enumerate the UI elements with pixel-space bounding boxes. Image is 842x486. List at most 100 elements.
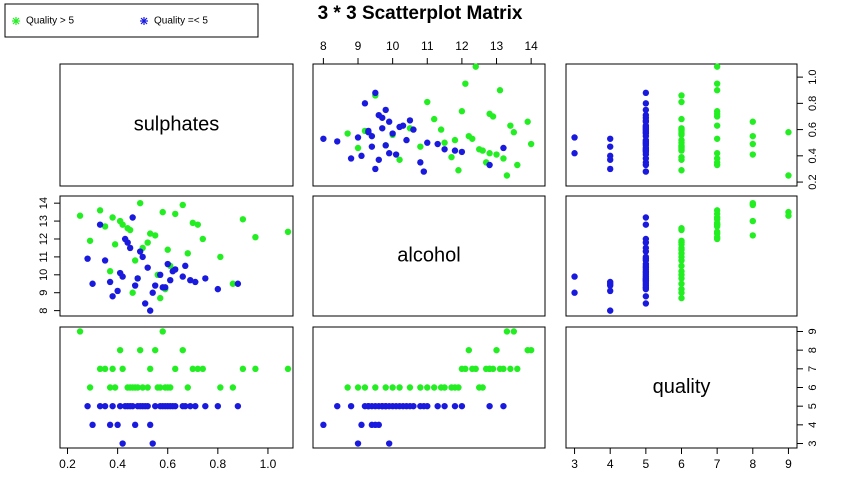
point: [172, 210, 179, 218]
point: [434, 140, 441, 148]
point: [642, 262, 650, 270]
point: [642, 161, 650, 169]
point: [89, 421, 96, 429]
point: [607, 278, 614, 286]
point: [202, 275, 209, 282]
point: [437, 126, 445, 133]
point: [486, 365, 493, 373]
point: [510, 328, 518, 335]
point: [157, 294, 164, 302]
point: [749, 118, 756, 125]
point: [372, 89, 379, 97]
point: [214, 402, 222, 410]
point: [785, 208, 792, 216]
x-tick-label: 8: [320, 39, 327, 53]
x-tick-label: 0.6: [159, 457, 176, 471]
point: [375, 156, 382, 163]
point: [111, 241, 119, 248]
panel: [565, 63, 798, 187]
point: [379, 114, 386, 121]
chart-title: 3 * 3 Scatterplot Matrix: [318, 3, 523, 24]
point: [406, 117, 414, 124]
y-tick-label: 8: [807, 347, 819, 353]
point: [96, 207, 104, 214]
point: [571, 289, 578, 296]
point: [417, 143, 424, 150]
point: [126, 244, 134, 252]
point: [496, 365, 504, 373]
point: [713, 122, 721, 129]
point: [424, 139, 431, 146]
point: [441, 402, 448, 410]
y-tick-label: 9: [807, 328, 819, 334]
point: [347, 155, 355, 162]
point: [172, 402, 179, 410]
point: [403, 136, 410, 144]
x-tick-label: 0.2: [59, 457, 76, 471]
point: [101, 365, 109, 373]
point: [527, 140, 535, 148]
point: [106, 268, 114, 275]
x-tick-label: 13: [490, 39, 504, 53]
point: [430, 384, 438, 391]
point: [96, 402, 104, 410]
point: [184, 250, 191, 257]
point: [678, 257, 685, 264]
point: [146, 421, 154, 429]
y-tick-label: 14: [38, 197, 50, 209]
point: [785, 129, 792, 136]
point: [500, 144, 507, 152]
point: [136, 402, 144, 410]
x-tick-label: 14: [524, 39, 538, 53]
point: [382, 384, 389, 391]
point: [239, 365, 247, 373]
point: [514, 365, 521, 373]
point: [678, 262, 685, 270]
point: [106, 278, 114, 286]
point: [101, 257, 109, 264]
point: [111, 384, 119, 391]
point: [124, 402, 131, 410]
legend-label: Quality > 5: [26, 16, 75, 27]
point: [749, 199, 756, 207]
point: [472, 63, 479, 70]
point: [372, 384, 379, 391]
point: [89, 280, 96, 287]
point: [146, 307, 154, 314]
point: [119, 440, 126, 447]
point: [424, 98, 431, 106]
point: [189, 365, 196, 373]
point: [152, 402, 159, 410]
point: [334, 138, 341, 145]
x-tick-label: 3: [571, 457, 578, 471]
point: [162, 284, 169, 291]
point: [607, 156, 614, 163]
legend-box: [4, 3, 259, 38]
point: [187, 402, 194, 410]
point: [164, 260, 171, 268]
panel: [59, 63, 294, 187]
point: [437, 384, 445, 391]
point: [354, 440, 362, 447]
point: [493, 151, 500, 158]
x-tick-label: 12: [455, 39, 469, 53]
x-tick-label: 11: [421, 39, 434, 53]
y-tick-label: 4: [807, 422, 819, 428]
point: [392, 151, 400, 158]
point: [713, 135, 721, 142]
point: [417, 384, 424, 391]
point: [354, 134, 362, 141]
point: [139, 384, 146, 391]
legend-marker: [140, 17, 148, 25]
point: [189, 219, 196, 227]
point: [500, 155, 507, 162]
point: [149, 440, 156, 447]
point: [713, 159, 721, 166]
point: [229, 384, 237, 391]
point: [678, 144, 685, 152]
point: [424, 384, 431, 391]
point: [389, 130, 396, 137]
point: [417, 159, 424, 166]
point: [217, 253, 224, 261]
